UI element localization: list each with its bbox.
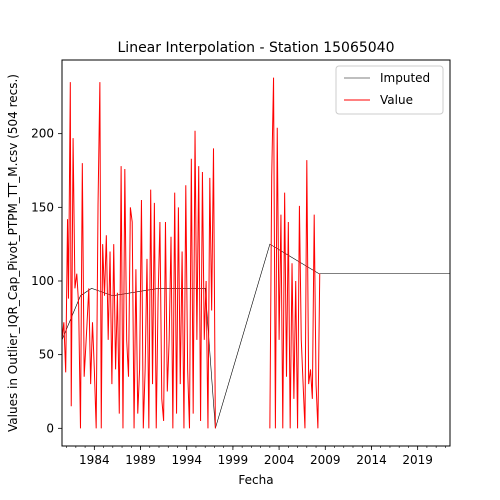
- series-line-value-segment-1: [61, 82, 216, 429]
- x-tick-label: 1999: [218, 453, 249, 467]
- y-axis: 0 50 100 150 200: [31, 127, 62, 435]
- x-axis-label: Fecha: [238, 473, 273, 487]
- chart-title: Linear Interpolation - Station 15065040: [118, 40, 395, 56]
- series-layer: [61, 77, 450, 429]
- y-axis-label: Values in Outlier_IQR_Cap_Pivot_PTPM_TT_…: [6, 74, 20, 432]
- plot-border: [61, 59, 451, 447]
- x-tick-label: 1984: [79, 453, 110, 467]
- x-tick-label: 2004: [264, 453, 295, 467]
- legend-label-value: Value: [380, 93, 413, 107]
- x-tick-label: 2019: [402, 453, 433, 467]
- x-tick-label: 2014: [356, 453, 387, 467]
- x-tick-label: 1994: [171, 453, 202, 467]
- y-tick-label: 150: [31, 200, 54, 214]
- legend-label-imputed: Imputed: [380, 71, 430, 85]
- y-tick-label: 0: [46, 421, 54, 435]
- y-tick-label: 50: [39, 348, 54, 362]
- plot-area: [61, 59, 451, 447]
- series-line-value-segment-2: [269, 77, 321, 429]
- y-tick-label: 100: [31, 274, 54, 288]
- x-axis: 1984 1989 1994 1999 2004 2009 2014 2019: [66, 446, 446, 467]
- plot-frame: [62, 60, 450, 446]
- y-tick-label: 200: [31, 127, 54, 141]
- x-tick-label: 2009: [310, 453, 341, 467]
- legend: Imputed Value: [335, 65, 444, 115]
- x-tick-label: 1989: [125, 453, 156, 467]
